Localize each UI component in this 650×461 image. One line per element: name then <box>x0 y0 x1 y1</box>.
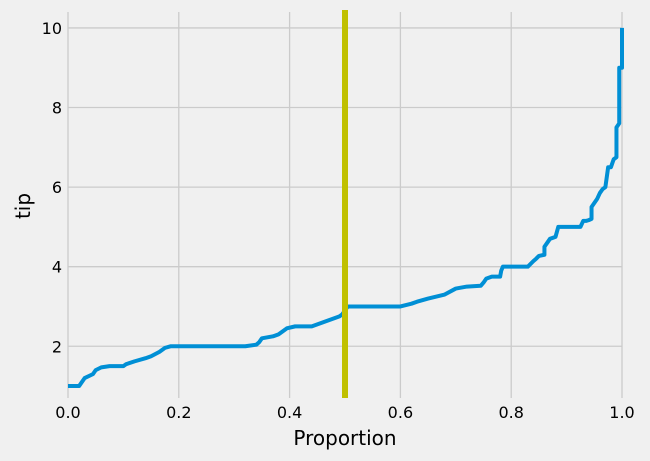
x-tick-label: 1.0 <box>609 403 634 422</box>
series-line <box>68 27 624 389</box>
x-tick-labels: 0.0 0.2 0.4 0.6 0.8 1.0 <box>55 403 634 422</box>
x-tick-label: 0.6 <box>388 403 413 422</box>
y-tick-labels: 2 4 6 8 10 <box>42 19 62 356</box>
y-tick-label: 2 <box>52 337 62 356</box>
x-tick-label: 0.0 <box>55 403 80 422</box>
y-tick-label: 8 <box>52 99 62 118</box>
series-layer <box>68 27 624 389</box>
x-axis-label: Proportion <box>293 426 396 450</box>
x-tick-label: 0.2 <box>166 403 191 422</box>
y-tick-label: 4 <box>52 258 62 277</box>
x-tick-label: 0.8 <box>498 403 523 422</box>
y-tick-label: 6 <box>52 178 62 197</box>
x-tick-label: 0.4 <box>277 403 302 422</box>
y-axis-label: tip <box>11 193 35 219</box>
y-tick-label: 10 <box>42 19 62 38</box>
